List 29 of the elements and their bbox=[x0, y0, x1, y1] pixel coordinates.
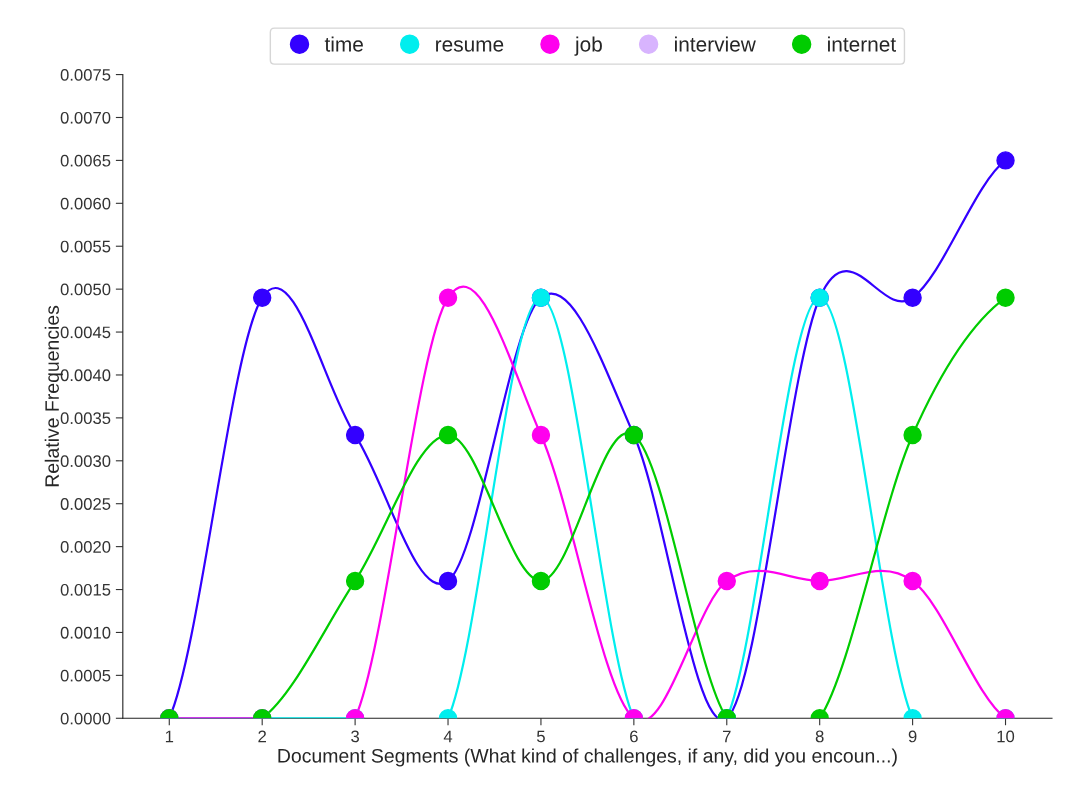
legend-label: internet bbox=[828, 36, 896, 52]
x-tick-label: 4 bbox=[443, 730, 453, 743]
x-tick-label: 3 bbox=[351, 730, 360, 743]
y-tick-label: 0.0010 bbox=[60, 626, 111, 639]
x-tick-label: 6 bbox=[630, 730, 638, 743]
x-tick-label: 2 bbox=[258, 730, 266, 743]
legend-label: interview bbox=[675, 36, 756, 52]
y-tick-label: 0.0035 bbox=[60, 412, 111, 425]
y-tick-label: 0.0005 bbox=[60, 669, 111, 682]
x-tick-label: 1 bbox=[165, 730, 174, 743]
x-axis-title: Document Segments (What kind of challenges, if any, did you encoun...) bbox=[278, 748, 897, 767]
y-tick-label: 0.0020 bbox=[60, 541, 111, 553]
y-tick-label: 0.0050 bbox=[60, 283, 111, 296]
x-tick-label: 10 bbox=[997, 730, 1015, 743]
legend-label: job bbox=[574, 36, 602, 56]
legend-label: time bbox=[324, 36, 363, 52]
y-tick-label: 0.0070 bbox=[60, 111, 111, 124]
y-tick-label: 0.0025 bbox=[60, 498, 111, 510]
y-tick-label: 0.0000 bbox=[60, 712, 111, 725]
legend-label: resume bbox=[436, 40, 504, 52]
x-tick-label: 9 bbox=[908, 730, 917, 743]
x-tick-label: 7 bbox=[722, 730, 731, 743]
x-tick-label: 5 bbox=[536, 730, 545, 743]
y-tick-label: 0.0075 bbox=[60, 68, 111, 81]
y-tick-label: 0.0015 bbox=[60, 583, 111, 596]
y-tick-label: 0.0060 bbox=[60, 197, 111, 210]
x-tick-label: 8 bbox=[815, 730, 824, 743]
y-tick-label: 0.0055 bbox=[60, 240, 111, 253]
y-tick-label: 0.0065 bbox=[60, 154, 111, 167]
